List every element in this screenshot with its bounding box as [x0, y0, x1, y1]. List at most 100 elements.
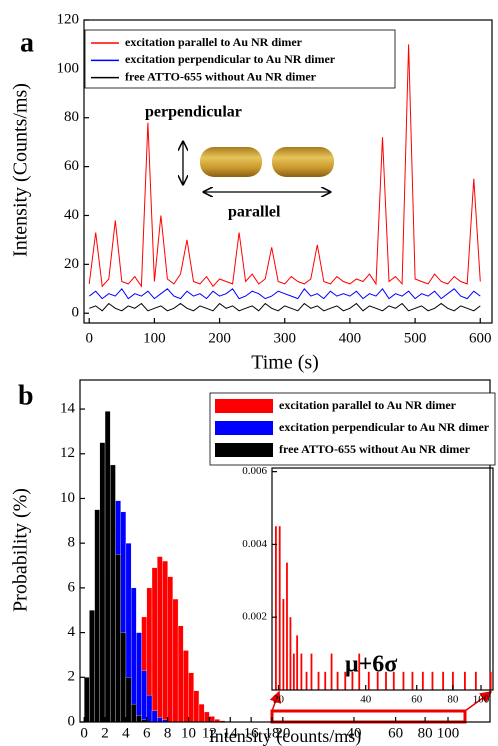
x-tick-label: 18	[265, 725, 280, 741]
panel-label: a	[20, 27, 34, 58]
inset-bar	[489, 671, 492, 690]
data-line	[89, 302, 481, 312]
x2-tick-label: 20	[275, 725, 290, 741]
inset-bar	[286, 562, 288, 690]
histogram-bar	[177, 625, 184, 723]
y-tick-label: 0.002	[242, 611, 267, 623]
y-tick-label: 0	[68, 713, 76, 729]
x-tick-label: 100	[143, 330, 166, 346]
legend-box	[84, 29, 396, 89]
inset-bar	[324, 671, 327, 690]
y-tick-label: 0.004	[242, 538, 267, 550]
x-tick-label: 2	[101, 725, 109, 741]
y-tick-label: 2	[68, 669, 76, 685]
y-tick-label: 0	[72, 305, 80, 321]
histogram-bar	[120, 632, 127, 723]
histogram-bar	[209, 716, 215, 723]
y-tick-label: 80	[64, 109, 79, 125]
y-tick-label: 14	[60, 400, 76, 416]
histogram-bar	[130, 703, 137, 723]
histogram-bar	[115, 554, 121, 723]
histogram-bar	[136, 715, 142, 723]
inset-bar	[411, 671, 414, 690]
x-tick-label: 200	[208, 330, 231, 346]
histogram-bar	[136, 632, 142, 723]
legend-label: excitation perpendicular to Au NR dimer	[125, 52, 336, 66]
inset-bar	[421, 671, 424, 690]
x-tick-label: 8	[164, 725, 172, 741]
inset-bar	[330, 653, 333, 690]
y-tick-label: 120	[57, 11, 80, 27]
plot-frame	[83, 19, 493, 324]
inset-bar	[275, 526, 277, 690]
x-tick-label: 4	[122, 725, 130, 741]
x-tick-label: 100	[473, 694, 490, 706]
histogram-bar	[99, 442, 106, 723]
x-tick-label: 16	[244, 725, 260, 741]
y-axis-label: Probability (%)	[10, 488, 32, 612]
x-tick-label: 40	[360, 694, 372, 706]
y-tick-label: 0.006	[242, 465, 267, 477]
histogram-bar	[89, 610, 95, 723]
x-tick-label: 14	[223, 725, 239, 741]
x-tick-label: 600	[469, 330, 492, 346]
y-tick-label: 10	[60, 490, 75, 506]
x-tick-label: 80	[447, 694, 459, 706]
y-axis-label: Intensity (Counts/ms)	[10, 83, 32, 257]
x2-tick-label: 40	[346, 725, 361, 741]
inset-bar	[474, 671, 477, 690]
y-tick-label: 4	[68, 624, 76, 640]
histogram-bar	[125, 677, 132, 723]
x-tick-label: 60	[411, 694, 423, 706]
histogram-bar	[167, 576, 174, 723]
annotation: perpendicular	[145, 104, 242, 121]
legend-label: free ATTO-655 without Au NR dimer	[125, 69, 317, 83]
x-tick-label: 20	[273, 694, 285, 706]
inset-bar	[344, 671, 347, 690]
x-tick-label: 12	[202, 725, 217, 741]
x-axis-label: Time (s)	[251, 352, 319, 374]
histogram-bar	[104, 411, 111, 723]
histogram-bar	[157, 556, 163, 723]
histogram-bar	[172, 598, 179, 723]
x-axis-label: Intensity (counts/ms)	[209, 726, 361, 746]
y-tick-label: 6	[68, 579, 76, 595]
inset-bar	[452, 671, 454, 690]
plot-frame	[271, 467, 494, 691]
inset-bar	[358, 653, 361, 690]
inset-bar	[442, 671, 445, 690]
x2-tick-label: 100	[437, 725, 460, 741]
histogram-bar	[198, 703, 205, 723]
x-tick-label: 6	[143, 725, 151, 741]
inset-bar	[278, 526, 281, 690]
annotation: μ+6σ	[345, 652, 397, 678]
inset-bar	[464, 671, 466, 690]
inset-bar	[282, 599, 285, 690]
x2-tick-label: 80	[418, 725, 433, 741]
inset-bar	[385, 671, 387, 690]
x-tick-label: 0	[85, 330, 93, 346]
histogram-bar	[141, 670, 147, 723]
histogram-bar	[188, 672, 194, 723]
histogram-bar	[151, 710, 158, 723]
y-tick-label: 8	[68, 535, 76, 551]
histogram-bar	[157, 717, 163, 723]
panel-label: b	[18, 380, 34, 411]
histogram-bar	[193, 690, 200, 723]
histogram-bar	[94, 509, 100, 723]
legend-swatch	[215, 399, 273, 413]
y-tick-label: 100	[57, 60, 80, 76]
legend-swatch	[215, 421, 273, 435]
histogram-bar	[183, 650, 189, 723]
inset-bar	[336, 671, 339, 690]
inset-bar	[402, 671, 405, 690]
legend-label: excitation parallel to Au NR dimer	[125, 35, 303, 49]
histogram-bar	[110, 464, 116, 723]
y-tick-label: 20	[64, 256, 79, 272]
data-line	[88, 287, 481, 300]
legend-label: excitation parallel to Au NR dimer	[279, 398, 457, 412]
inset-bar	[367, 671, 370, 690]
y-tick-label: 12	[60, 445, 75, 461]
nanorod-illustration	[183, 142, 334, 192]
